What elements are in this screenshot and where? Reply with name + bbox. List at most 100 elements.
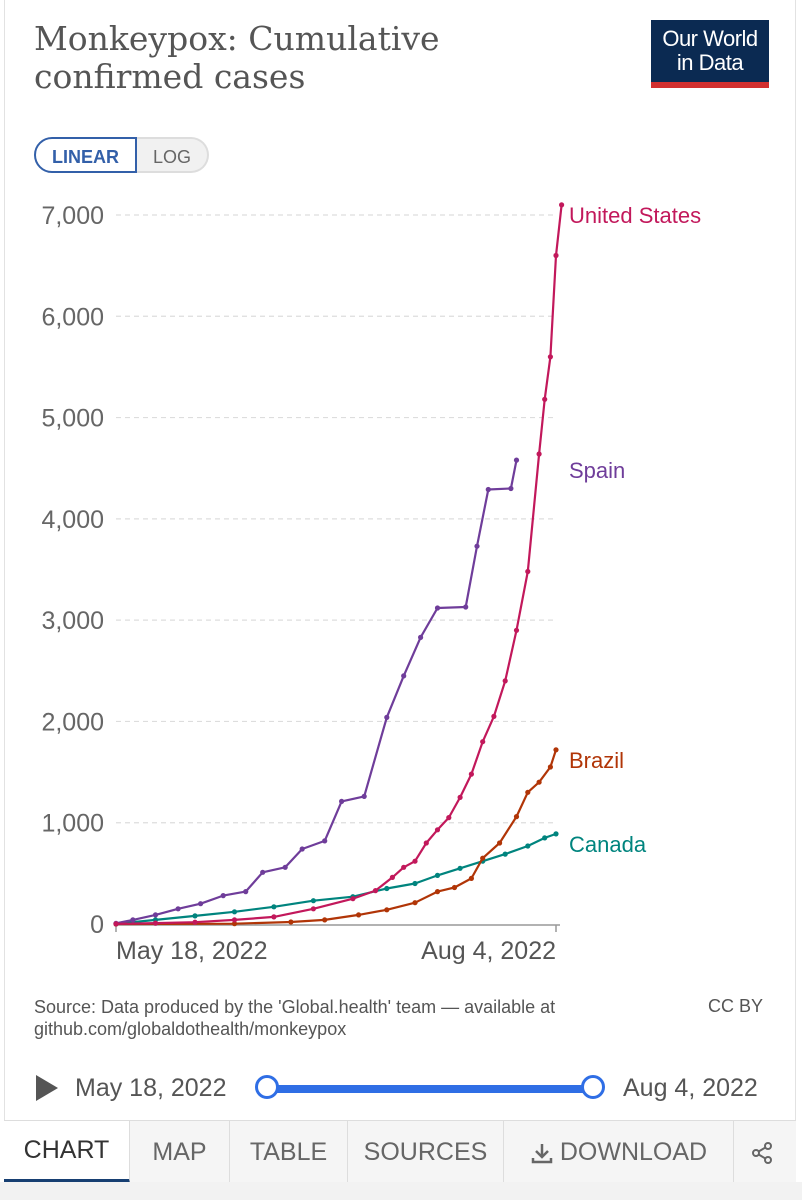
x-tick-label: May 18, 2022: [116, 937, 268, 965]
series-line: [115, 459, 518, 925]
timeline-end-label: Aug 4, 2022: [623, 1074, 758, 1102]
data-point: [299, 846, 305, 852]
series-label: Brazil: [569, 748, 624, 773]
source-line-1: Source: Data produced by the 'Global.hea…: [34, 997, 556, 1017]
data-point: [412, 858, 418, 864]
data-point: [271, 904, 277, 910]
data-point: [271, 914, 277, 920]
data-point: [446, 815, 452, 821]
tab-chart[interactable]: CHART: [4, 1121, 130, 1183]
data-point: [231, 917, 238, 923]
data-point: [434, 872, 441, 879]
x-axis: May 18, 2022 Aug 4, 2022: [115, 924, 560, 965]
data-point: [401, 864, 407, 870]
data-point: [502, 678, 508, 684]
tab-bar: CHART MAP TABLE SOURCES DOWNLOAD: [4, 1120, 796, 1183]
data-point: [491, 713, 497, 720]
chart-title: Monkeypox: Cumulative confirmed cases: [34, 20, 554, 96]
y-axis-ticks: 0 1,000 2,000 3,000 4,000 5,000 6,000 7,000: [41, 202, 104, 939]
series-label: United States: [569, 203, 701, 228]
data-point: [220, 893, 226, 899]
data-point: [553, 831, 559, 837]
source-note: Source: Data produced by the 'Global.hea…: [34, 996, 664, 1040]
timeline-end-handle[interactable]: [581, 1075, 605, 1099]
data-point: [198, 901, 204, 907]
data-point: [502, 851, 508, 857]
data-point: [361, 793, 367, 800]
series-line: [115, 204, 563, 925]
data-point: [384, 907, 390, 913]
data-point: [480, 739, 486, 745]
data-point: [513, 627, 520, 633]
tab-table[interactable]: TABLE: [230, 1121, 348, 1183]
data-point: [468, 875, 474, 882]
play-icon[interactable]: [36, 1075, 58, 1101]
data-point: [384, 885, 390, 892]
data-point: [389, 874, 395, 881]
data-point: [513, 814, 520, 820]
data-point: [553, 252, 559, 259]
data-point: [384, 714, 390, 721]
data-point: [192, 913, 198, 919]
owid-logo[interactable]: Our World in Data: [651, 20, 769, 88]
data-point: [547, 354, 554, 360]
timeline-track[interactable]: [268, 1085, 594, 1093]
series-label: Spain: [569, 458, 625, 483]
data-point: [423, 840, 429, 846]
line-chart: 0 1,000 2,000 3,000 4,000 5,000 6,000 7,000 May…: [41, 202, 701, 965]
series-label: Canada: [569, 832, 647, 857]
data-point: [457, 865, 463, 871]
data-point: [536, 779, 542, 785]
download-icon: [531, 1144, 553, 1164]
data-point: [243, 889, 249, 895]
data-point: [485, 486, 491, 493]
x-tick-label: Aug 4, 2022: [421, 937, 556, 965]
title-line-2: confirmed cases: [34, 57, 306, 96]
series-line: [115, 832, 557, 925]
data-point: [434, 889, 441, 895]
logo-line-1: Our World: [662, 26, 758, 51]
data-point: [474, 543, 480, 549]
y-tick-label: 6,000: [41, 303, 104, 331]
data-point: [547, 764, 554, 770]
y-tick-label: 4,000: [41, 506, 104, 534]
data-point: [525, 568, 531, 575]
tab-download[interactable]: DOWNLOAD: [504, 1121, 734, 1183]
log-scale-button[interactable]: LOG: [137, 137, 210, 173]
data-point: [463, 604, 469, 610]
data-point: [260, 869, 266, 875]
data-point: [113, 921, 119, 927]
data-point: [282, 864, 288, 870]
data-point: [356, 912, 362, 918]
data-point: [457, 794, 463, 801]
data-point: [322, 917, 328, 923]
data-point: [310, 906, 316, 912]
linear-scale-button[interactable]: LINEAR: [34, 137, 137, 173]
data-point: [451, 884, 458, 891]
data-point: [497, 840, 503, 846]
series-spain: [113, 457, 520, 926]
tab-map[interactable]: MAP: [130, 1121, 230, 1183]
license-link[interactable]: CC BY: [708, 996, 764, 1016]
data-point: [310, 898, 316, 904]
data-point: [480, 855, 486, 861]
data-point: [525, 843, 531, 849]
data-point: [175, 906, 181, 912]
share-icon: [752, 1142, 772, 1165]
logo-line-2: in Data: [676, 50, 744, 75]
data-point: [372, 888, 379, 894]
y-tick-label: 7,000: [41, 202, 104, 230]
timeline-start-handle[interactable]: [255, 1075, 279, 1099]
data-point: [412, 900, 418, 906]
data-point: [536, 451, 542, 457]
data-point: [288, 919, 294, 925]
data-point: [525, 789, 531, 795]
data-point: [130, 917, 136, 923]
data-point: [508, 485, 514, 492]
tab-sources[interactable]: SOURCES: [348, 1121, 504, 1183]
timeline-start-label: May 18, 2022: [75, 1074, 227, 1102]
share-button[interactable]: [734, 1121, 796, 1183]
source-line-2[interactable]: github.com/globaldothealth/monkeypox: [34, 1019, 347, 1039]
data-point: [434, 827, 441, 833]
data-point: [553, 747, 559, 753]
